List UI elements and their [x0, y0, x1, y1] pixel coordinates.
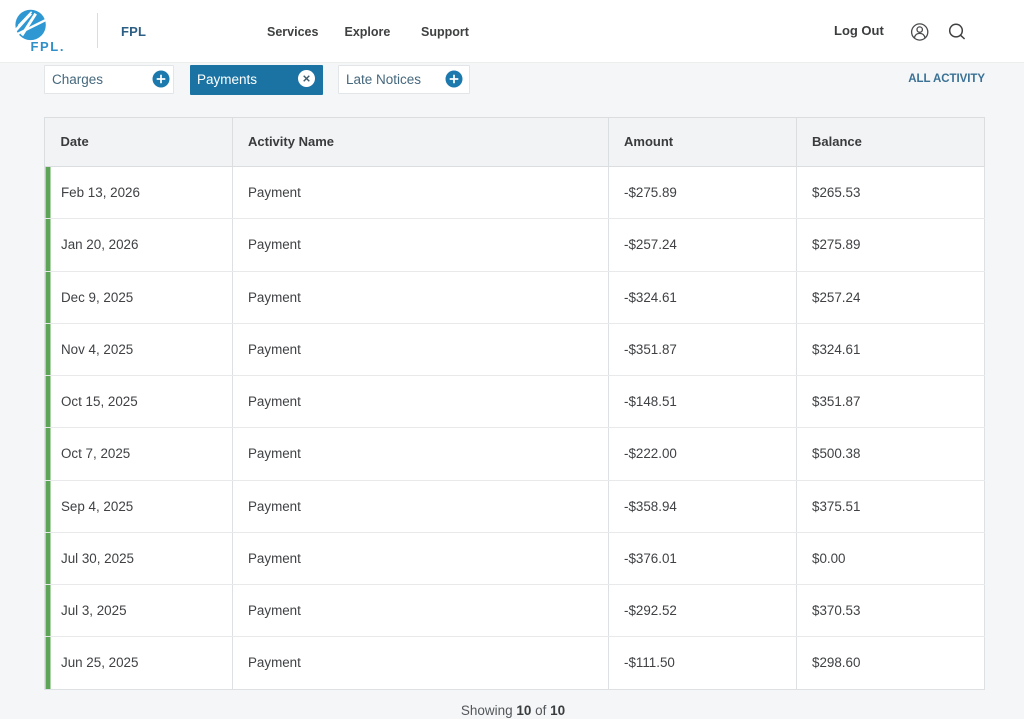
- svg-text:FPL.: FPL.: [31, 39, 66, 54]
